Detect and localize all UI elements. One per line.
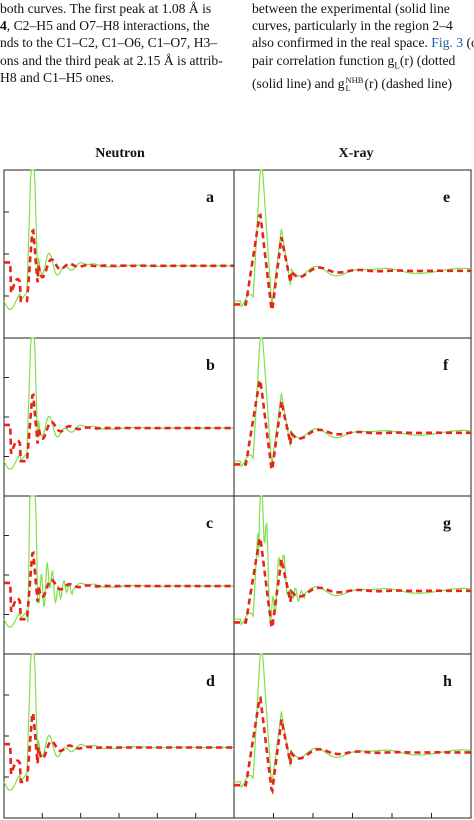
panel-letter: e xyxy=(443,189,450,206)
experimental-curve xyxy=(3,337,234,470)
panel-frame xyxy=(233,169,472,339)
left-text-line: 4, C2–H5 and O7–H8 interactions, the xyxy=(0,18,210,34)
right-text-column: between the experimental (solid line cur… xyxy=(252,0,474,92)
model-curve xyxy=(4,392,234,463)
figure-panel: d xyxy=(3,653,235,819)
figure-panel: h xyxy=(233,653,472,819)
left-text-line: H8 and C1–H5 ones. xyxy=(0,69,115,85)
left-text-column: both curves. The first peak at 1.08 Å is… xyxy=(0,0,228,86)
panel-frame xyxy=(3,337,235,497)
figure-panel: b xyxy=(3,337,235,497)
right-text-line: curves, particularly in the region 2–4 xyxy=(252,18,453,34)
structure-factor-figure: a e b f c g d h xyxy=(3,169,472,819)
left-text-line: nds to the C1–C2, C1–O6, C1–O7, H3– xyxy=(0,35,218,51)
left-text-line: ons and the third peak at 2.15 Å is attr… xyxy=(0,52,223,68)
model-curve xyxy=(234,536,471,632)
panel-frame xyxy=(3,653,235,819)
experimental-curve xyxy=(3,495,234,628)
panel-frame xyxy=(233,495,472,655)
model-curve xyxy=(234,695,471,795)
panel-letter: h xyxy=(443,673,452,690)
panel-letter: a xyxy=(206,189,214,206)
figure-link[interactable]: Fig. 3 xyxy=(431,35,464,51)
model-curve xyxy=(234,213,471,315)
panel-letter: f xyxy=(443,357,449,374)
right-text-line: (solid line) and g NHB L (r) (dashed line) xyxy=(252,75,453,93)
panel-frame xyxy=(233,337,472,497)
model-curve xyxy=(234,378,471,474)
figure-panel: c xyxy=(3,495,235,655)
panel-letter: d xyxy=(206,673,215,690)
right-text-line: pair correlation function gL(r) (dotted xyxy=(252,52,456,71)
panel-frame xyxy=(3,169,235,339)
experimental-curve xyxy=(3,169,234,311)
panel-letter: g xyxy=(443,515,451,532)
model-curve xyxy=(4,710,234,784)
model-curve xyxy=(4,228,234,303)
figure-panel: e xyxy=(233,169,472,339)
experimental-curve xyxy=(3,653,234,791)
right-text-line: also confirmed in the real space. Fig. 3… xyxy=(252,35,474,51)
figure-panel: f xyxy=(233,337,472,497)
xray-column-title: X-ray xyxy=(338,146,374,161)
right-text-line: between the experimental (solid line xyxy=(252,1,450,16)
panel-letter: c xyxy=(206,515,213,532)
panel-frame xyxy=(233,653,472,819)
panel-letter: b xyxy=(206,357,215,374)
experimental-curve xyxy=(234,495,472,626)
model-curve xyxy=(4,550,234,621)
neutron-column-title: Neutron xyxy=(95,146,145,161)
figure-panel: g xyxy=(233,495,472,655)
panel-frame xyxy=(3,495,235,655)
figure-panel: a xyxy=(3,169,235,339)
left-text-line: both curves. The first peak at 1.08 Å is xyxy=(0,1,212,16)
